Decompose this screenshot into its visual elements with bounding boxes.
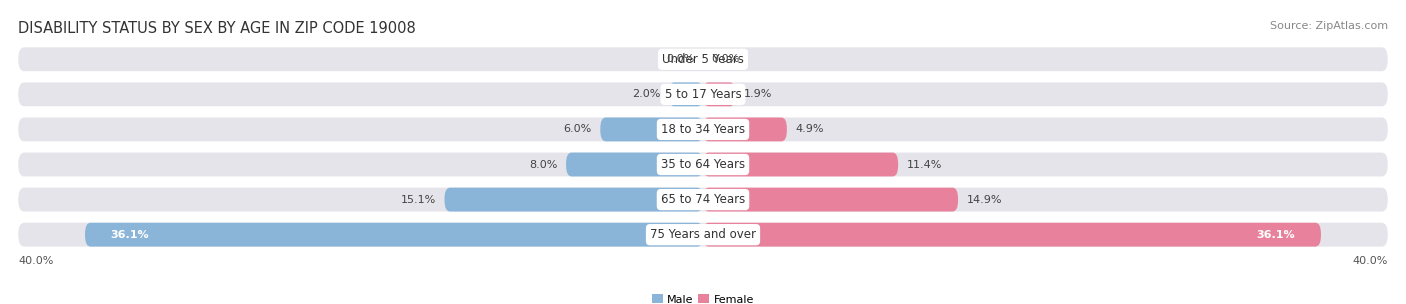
Text: 1.9%: 1.9% bbox=[744, 89, 772, 99]
Text: 40.0%: 40.0% bbox=[1353, 256, 1388, 266]
Text: Source: ZipAtlas.com: Source: ZipAtlas.com bbox=[1270, 21, 1388, 31]
Text: 18 to 34 Years: 18 to 34 Years bbox=[661, 123, 745, 136]
FancyBboxPatch shape bbox=[18, 223, 1388, 247]
FancyBboxPatch shape bbox=[18, 82, 1388, 106]
Text: 5 to 17 Years: 5 to 17 Years bbox=[665, 88, 741, 101]
FancyBboxPatch shape bbox=[18, 47, 1388, 71]
FancyBboxPatch shape bbox=[18, 153, 1388, 176]
FancyBboxPatch shape bbox=[567, 153, 703, 176]
Text: 2.0%: 2.0% bbox=[631, 89, 661, 99]
FancyBboxPatch shape bbox=[669, 82, 703, 106]
FancyBboxPatch shape bbox=[18, 188, 1388, 212]
Text: 36.1%: 36.1% bbox=[111, 230, 149, 240]
Text: 65 to 74 Years: 65 to 74 Years bbox=[661, 193, 745, 206]
FancyBboxPatch shape bbox=[18, 118, 1388, 141]
Text: DISABILITY STATUS BY SEX BY AGE IN ZIP CODE 19008: DISABILITY STATUS BY SEX BY AGE IN ZIP C… bbox=[18, 21, 416, 36]
FancyBboxPatch shape bbox=[703, 188, 957, 212]
FancyBboxPatch shape bbox=[703, 153, 898, 176]
Text: 11.4%: 11.4% bbox=[907, 160, 942, 170]
Text: 0.0%: 0.0% bbox=[666, 54, 695, 64]
Text: 0.0%: 0.0% bbox=[711, 54, 740, 64]
Text: Under 5 Years: Under 5 Years bbox=[662, 53, 744, 66]
FancyBboxPatch shape bbox=[703, 82, 735, 106]
Text: 14.9%: 14.9% bbox=[966, 195, 1002, 205]
Legend: Male, Female: Male, Female bbox=[647, 290, 759, 304]
Text: 35 to 64 Years: 35 to 64 Years bbox=[661, 158, 745, 171]
Text: 40.0%: 40.0% bbox=[18, 256, 53, 266]
Text: 6.0%: 6.0% bbox=[564, 124, 592, 134]
FancyBboxPatch shape bbox=[600, 118, 703, 141]
FancyBboxPatch shape bbox=[703, 118, 787, 141]
Text: 15.1%: 15.1% bbox=[401, 195, 436, 205]
Text: 4.9%: 4.9% bbox=[796, 124, 824, 134]
Text: 36.1%: 36.1% bbox=[1257, 230, 1295, 240]
FancyBboxPatch shape bbox=[84, 223, 703, 247]
FancyBboxPatch shape bbox=[444, 188, 703, 212]
Text: 75 Years and over: 75 Years and over bbox=[650, 228, 756, 241]
Text: 8.0%: 8.0% bbox=[529, 160, 558, 170]
FancyBboxPatch shape bbox=[703, 223, 1322, 247]
